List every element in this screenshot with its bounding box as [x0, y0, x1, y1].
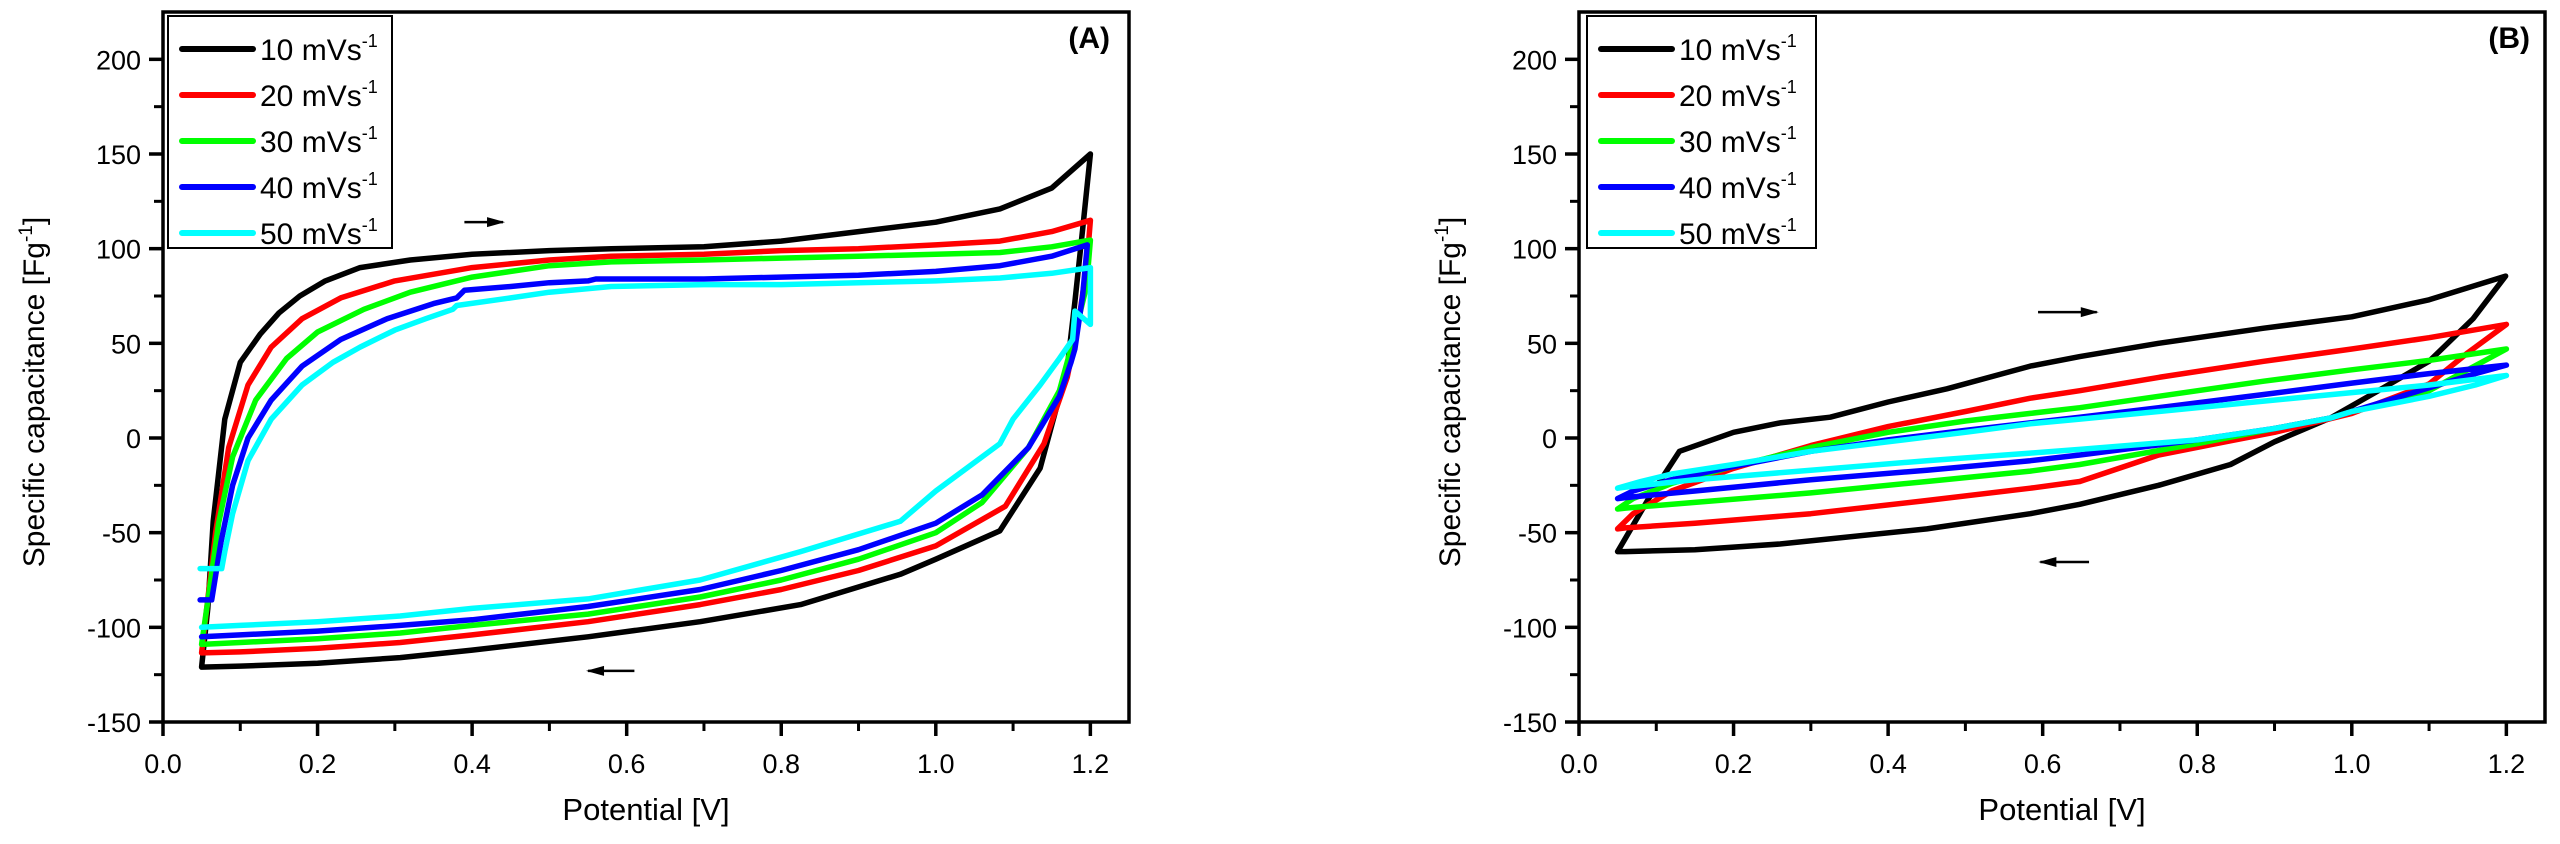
arrow-right-icon	[2038, 307, 2099, 318]
legend: 10 mVs-1 20 mVs-1 30 mVs-1 40 mVs-1 50 mVs-1	[167, 15, 393, 251]
x-tick-label: 0.2	[299, 749, 337, 779]
legend-label: 40 mVs-1	[260, 169, 378, 205]
y-tick-label: 150	[96, 140, 141, 170]
series-line-40mvs	[1614, 362, 2510, 502]
y-tick-label: -100	[1503, 613, 1557, 643]
legend-label: 50 mVs-1	[260, 215, 378, 251]
series-group	[197, 151, 1094, 670]
legend-label: 20 mVs-1	[260, 77, 378, 113]
x-tick-label: 0.4	[1869, 749, 1907, 779]
y-tick-label: 100	[1512, 235, 1557, 265]
series-group	[1614, 273, 2510, 555]
series-line-10mvs	[198, 151, 1094, 670]
y-tick-label: 200	[1512, 45, 1557, 75]
x-tick-label: 1.2	[2488, 749, 2526, 779]
legend-item: 30 mVs-1	[179, 123, 378, 159]
x-axis-title: Potential [V]	[1978, 792, 2145, 827]
y-tick-label: 150	[1512, 140, 1557, 170]
legend-box	[1586, 15, 1817, 249]
y-tick-label: 100	[96, 235, 141, 265]
series-line-10mvs	[1614, 273, 2509, 555]
y-tick-label: -150	[87, 708, 141, 738]
x-tick-label: 1.0	[2333, 749, 2371, 779]
series-line-30mvs	[1614, 346, 2510, 512]
x-tick-label: 0.4	[453, 749, 491, 779]
y-tick-label: -150	[1503, 708, 1557, 738]
legend: 10 mVs-1 20 mVs-1 30 mVs-1 40 mVs-1 50 mVs-1	[1586, 15, 1817, 251]
series-line-30mvs	[198, 237, 1094, 648]
legend-item: 20 mVs-1	[179, 77, 378, 113]
y-axis-title: Specific capacitance [Fg-1]	[16, 217, 51, 567]
x-tick-label: 1.0	[917, 749, 955, 779]
x-tick-label: 0.0	[1560, 749, 1598, 779]
x-tick-label: 0.8	[2178, 749, 2216, 779]
panel-a: Specific capacitance [Fg-1] Potential [V…	[16, 10, 1131, 827]
x-tick-label: 0.2	[1715, 749, 1753, 779]
legend-item: 10 mVs-1	[179, 31, 378, 67]
y-tick-label: -50	[1518, 519, 1557, 549]
y-tick-label: 200	[96, 45, 141, 75]
arrow-left-icon	[586, 665, 635, 676]
x-tick-label: 0.0	[144, 749, 182, 779]
legend-item: 40 mVs-1	[1598, 169, 1797, 205]
x-tick-label: 0.6	[608, 749, 646, 779]
legend-item: 50 mVs-1	[179, 215, 378, 251]
arrow-right-icon	[464, 217, 506, 228]
plot-frame	[1577, 10, 2547, 724]
arrow-left-icon	[2038, 557, 2090, 568]
series-line-50mvs	[197, 264, 1094, 631]
plot-frame	[161, 10, 1131, 724]
legend-label: 20 mVs-1	[1679, 77, 1797, 113]
y-tick-label: -100	[87, 613, 141, 643]
y-axis-title: Specific capacitance [Fg-1]	[1432, 217, 1467, 567]
legend-label: 30 mVs-1	[260, 123, 378, 159]
x-tick-label: 0.8	[762, 749, 800, 779]
legend-item: 50 mVs-1	[1598, 215, 1797, 251]
legend-item: 40 mVs-1	[179, 169, 378, 205]
series-line-20mvs	[198, 217, 1094, 656]
series-line-20mvs	[1614, 321, 2510, 532]
legend-item: 30 mVs-1	[1598, 123, 1797, 159]
y-tick-label: -50	[102, 519, 141, 549]
legend-box	[167, 15, 393, 249]
legend-item: 10 mVs-1	[1598, 31, 1797, 67]
series-line-40mvs	[197, 242, 1091, 640]
y-tick-label: 50	[1527, 329, 1557, 359]
x-tick-label: 1.2	[1072, 749, 1110, 779]
series-line-50mvs	[1614, 372, 2510, 491]
x-axis-title: Potential [V]	[562, 792, 729, 827]
x-tick-label: 0.6	[2024, 749, 2062, 779]
panel-b: Specific capacitance [Fg-1] Potential [V…	[1432, 10, 2547, 827]
legend-item: 20 mVs-1	[1598, 77, 1797, 113]
y-tick-label: 0	[1542, 424, 1557, 454]
y-tick-label: 0	[126, 424, 141, 454]
legend-label: 50 mVs-1	[1679, 215, 1797, 251]
legend-label: 30 mVs-1	[1679, 123, 1797, 159]
panel-label: (B)	[2488, 22, 2530, 55]
y-tick-label: 50	[111, 329, 141, 359]
panel-label: (A)	[1068, 22, 1110, 55]
legend-label: 10 mVs-1	[1679, 31, 1797, 67]
legend-label: 10 mVs-1	[260, 31, 378, 67]
legend-label: 40 mVs-1	[1679, 169, 1797, 205]
